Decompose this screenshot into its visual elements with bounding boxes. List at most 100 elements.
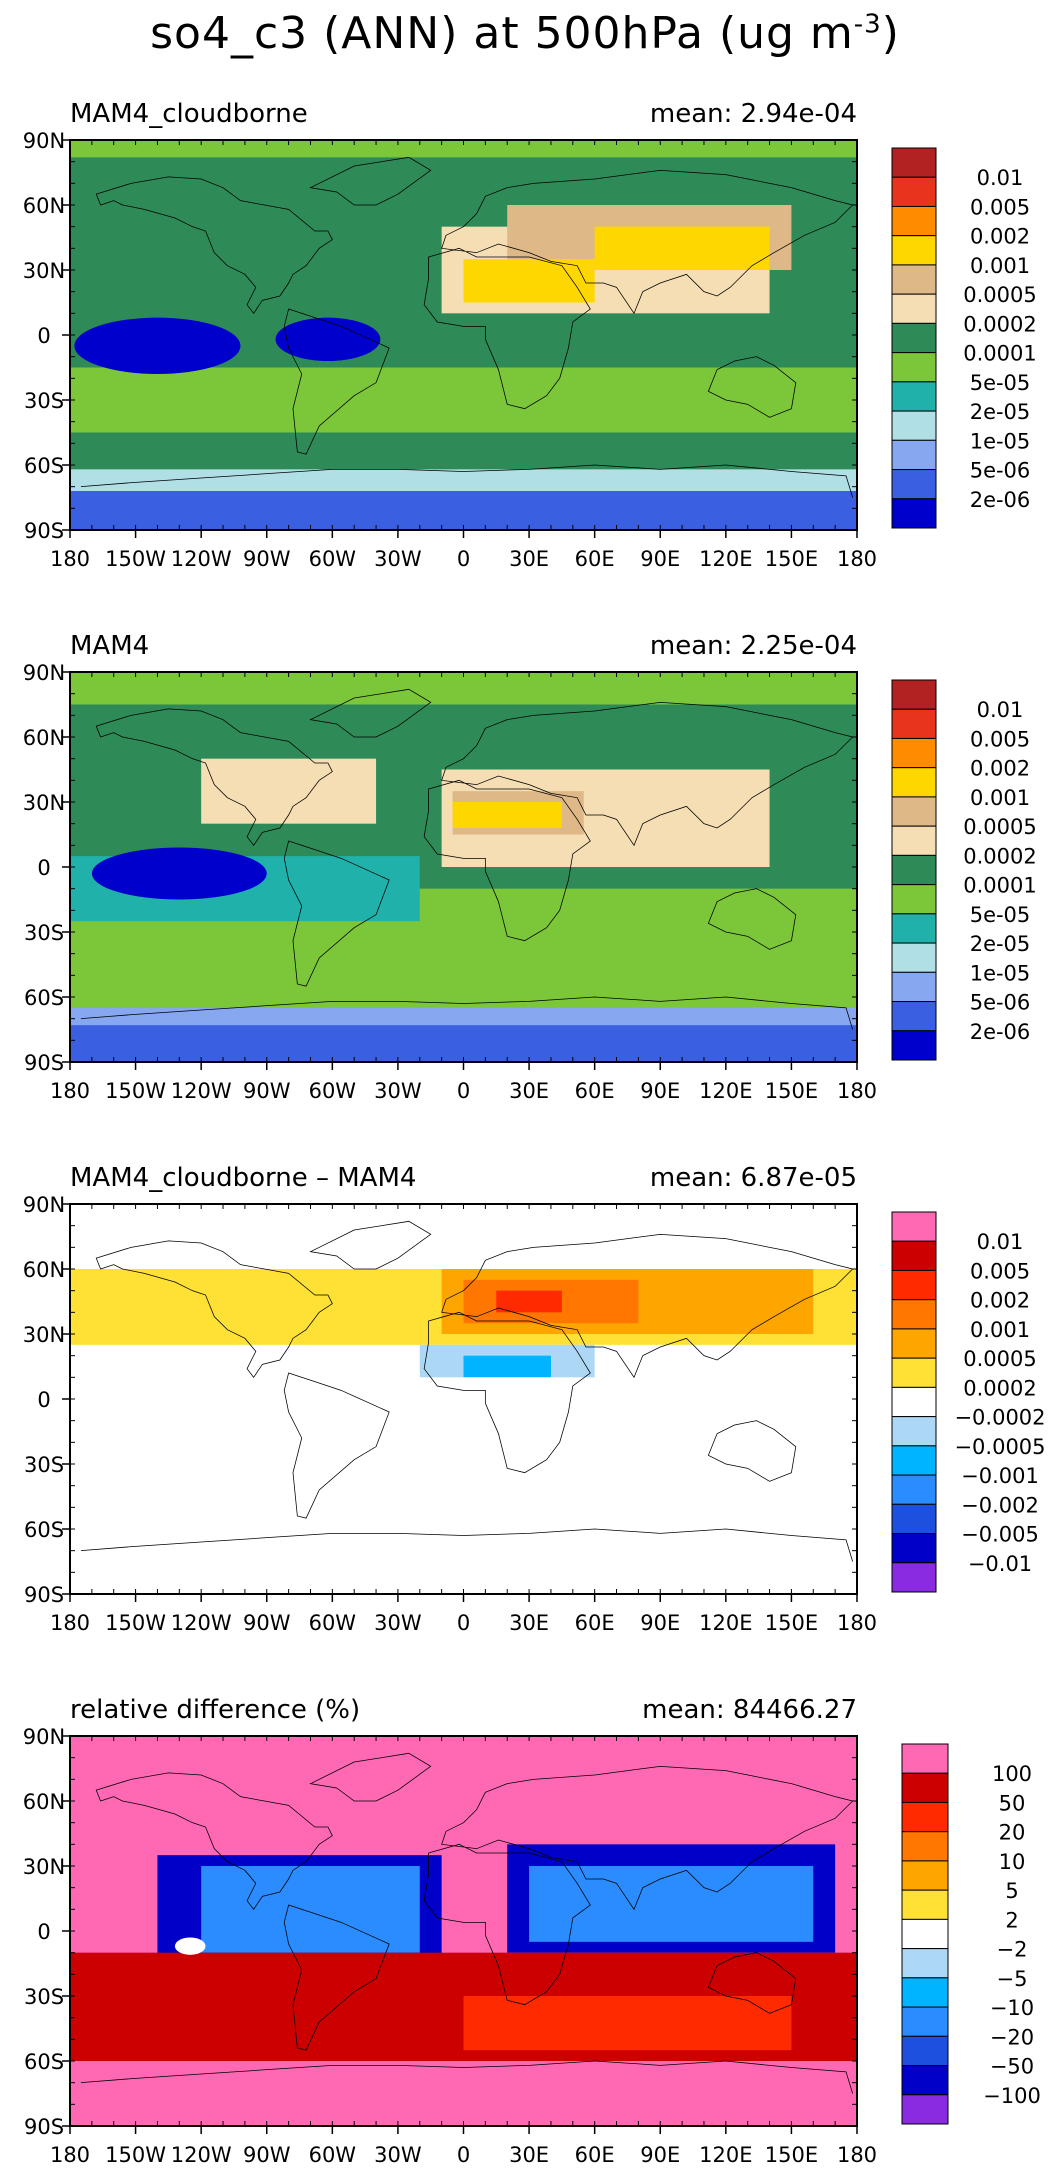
colorbar-swatch: [891, 1533, 937, 1564]
colorbar-swatch: [891, 884, 937, 915]
lat-tick-label: 60N: [23, 1790, 65, 1814]
lon-tick-label: 120W: [171, 547, 232, 571]
lon-tick-label: 180: [837, 2143, 877, 2167]
colorbar-swatch: [891, 264, 937, 295]
colorbar-label: 20: [999, 1821, 1026, 1845]
lat-tick-label: 60N: [23, 1258, 65, 1282]
colorbar-swatch: [901, 1860, 949, 1891]
colorbar-swatch: [891, 1269, 937, 1301]
colorbar-swatch: [891, 942, 937, 973]
colorbar-swatch: [891, 176, 937, 207]
colorbar: 0.01 0.005 0.002 0.001 0.0005 0.0002 0.0001 5e-…: [891, 147, 1037, 529]
colorbar-label: −0.0005: [954, 1435, 1045, 1459]
colorbar-label: 5e-05: [970, 371, 1031, 395]
lon-tick-label: 0: [457, 547, 470, 571]
colorbar-label: 5e-05: [970, 903, 1031, 927]
lon-tick-label: 180: [50, 1611, 90, 1635]
colorbar-swatch: [901, 1831, 949, 1862]
colorbar-label: 0.005: [970, 195, 1030, 219]
lon-tick-label: 180: [50, 2143, 90, 2167]
lon-tick-label: 0: [457, 2143, 470, 2167]
colorbar-label: 2e-05: [970, 400, 1031, 424]
colorbar-label: −0.0002: [954, 1406, 1045, 1430]
lat-tick-label: 30N: [23, 259, 65, 283]
colorbar-swatch: [891, 708, 937, 739]
lon-tick-label: 60E: [575, 1611, 615, 1635]
colorbar-swatch: [891, 767, 937, 798]
colorbar-swatch: [891, 825, 937, 856]
colorbar-label: 0.001: [970, 1318, 1030, 1342]
figure-title: so4_c3 (ANN) at 500hPa (ug m-3): [150, 8, 900, 59]
colorbar: 0.01 0.005 0.002 0.001 0.0005 0.0002 0.0001 5e-…: [891, 679, 1037, 1061]
lon-tick-label: 150W: [105, 1079, 166, 1103]
panel-mean: mean: 84466.27: [642, 1695, 857, 1725]
colorbar-label: 0.0005: [963, 815, 1036, 839]
colorbar-swatch: [891, 1030, 937, 1061]
colorbar-label: 5e-06: [970, 459, 1031, 483]
lon-tick-label: 90W: [243, 547, 291, 571]
lat-tick-label: 30N: [23, 1855, 65, 1879]
colorbar-label: −0.001: [961, 1464, 1039, 1488]
panel-mam4: MAM4 mean: 2.25e-04 90N 60N 30N 0 30S 60S 90S 180…: [23, 631, 1037, 1103]
panel-title: MAM4: [70, 631, 149, 661]
lon-tick-label: 30W: [374, 547, 422, 571]
colorbar-label: 5e-06: [970, 991, 1031, 1015]
lat-tick-label: 30S: [24, 389, 64, 413]
lon-tick-label: 60E: [575, 547, 615, 571]
colorbar-label: 0.001: [970, 254, 1030, 278]
panel-difference: MAM4_cloudborne – MAM4 mean: 6.87e-05 90N 6…: [23, 1163, 1046, 1635]
colorbar-label: 0.002: [970, 1289, 1030, 1313]
colorbar-label: 0.0005: [963, 283, 1036, 307]
lat-tick-label: 60N: [23, 194, 65, 218]
colorbar: 100 50 20 10 5 2 −2 −5 −10 −20 −50 −100: [901, 1743, 1041, 2125]
panel-mean: mean: 6.87e-05: [650, 1163, 857, 1193]
colorbar-label: 0.0002: [963, 844, 1036, 868]
lat-tick-label: 90S: [24, 1051, 64, 1075]
lat-tick-label: 90S: [24, 1583, 64, 1607]
colorbar-swatch: [891, 1211, 937, 1242]
lat-tick-label: 60S: [24, 454, 64, 478]
colorbar-label: 50: [999, 1791, 1026, 1815]
lon-tick-label: 60E: [575, 2143, 615, 2167]
colorbar-swatch: [901, 2065, 949, 2096]
colorbar-swatch: [901, 1743, 949, 1774]
colorbar-label: −10: [990, 1996, 1034, 2020]
colorbar-label: 0.005: [970, 1259, 1030, 1283]
colorbar-label: −5: [997, 1967, 1028, 1991]
colorbar-label: −100: [983, 2084, 1041, 2108]
panel-relative-difference: relative difference (%) mean: 84466.27 90N…: [23, 1695, 1041, 2167]
lon-tick-label: 120E: [699, 547, 752, 571]
colorbar-label: 1e-05: [970, 961, 1031, 985]
colorbar-label: 0.001: [970, 786, 1030, 810]
lon-tick-label: 180: [837, 1079, 877, 1103]
colorbar-swatch: [891, 410, 937, 441]
lon-tick-label: 150W: [105, 547, 166, 571]
colorbar-swatch: [891, 322, 937, 354]
colorbar-label: 0.0002: [963, 312, 1036, 336]
lon-tick-label: 30W: [374, 1611, 422, 1635]
colorbar-swatch: [891, 1240, 937, 1271]
colorbar-swatch: [891, 1386, 937, 1418]
lat-tick-label: 0: [37, 1920, 50, 1944]
lon-tick-label: 120E: [699, 1611, 752, 1635]
lon-tick-label: 30E: [509, 547, 549, 571]
colorbar-swatch: [901, 1772, 949, 1803]
lon-tick-label: 120W: [171, 1079, 232, 1103]
colorbar-swatch: [901, 2035, 949, 2067]
colorbar-label: −50: [990, 2055, 1034, 2079]
lat-tick-label: 90S: [24, 519, 64, 543]
lon-tick-label: 0: [457, 1611, 470, 1635]
lat-tick-label: 0: [37, 856, 50, 880]
lat-tick-label: 0: [37, 1388, 50, 1412]
colorbar-swatch: [901, 1977, 949, 2008]
colorbar-label: 2e-06: [970, 488, 1031, 512]
colorbar-swatch: [891, 1503, 937, 1535]
lon-tick-label: 180: [50, 547, 90, 571]
colorbar-label: 100: [992, 1762, 1032, 1786]
lon-tick-label: 60W: [309, 1079, 357, 1103]
lon-tick-label: 60W: [309, 2143, 357, 2167]
colorbar-swatch: [891, 469, 937, 500]
colorbar-swatch: [891, 352, 937, 383]
lat-tick-label: 90N: [23, 1725, 65, 1749]
